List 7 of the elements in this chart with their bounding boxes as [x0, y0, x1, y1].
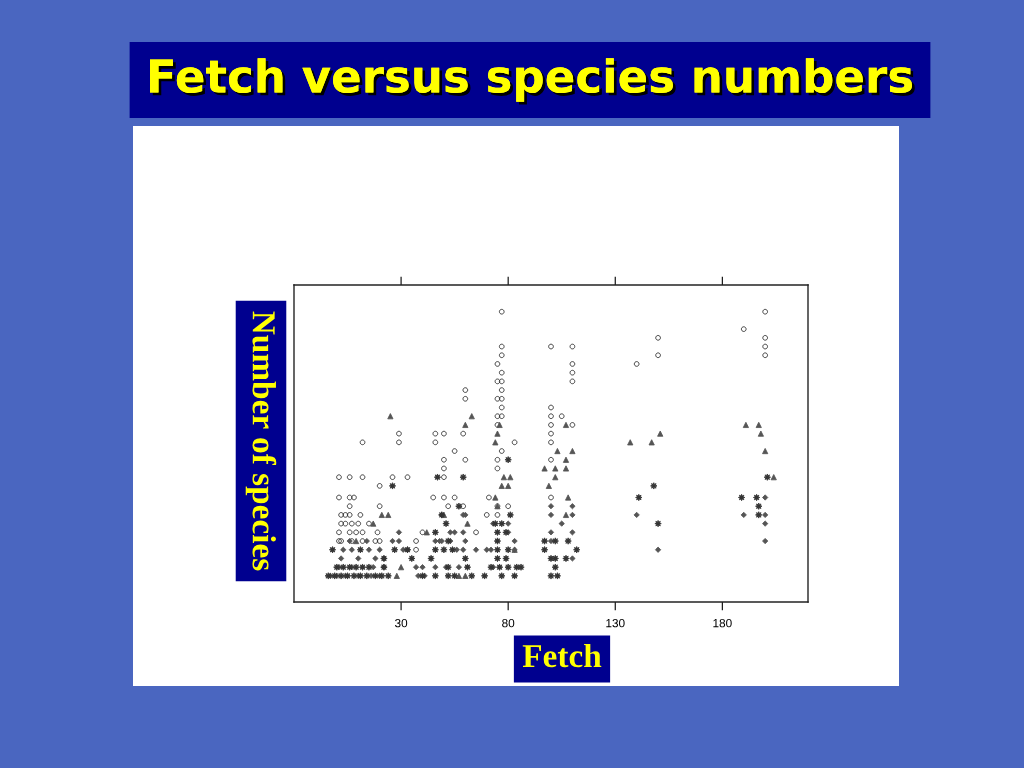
x-tick-label: 30	[394, 618, 408, 628]
x-tick-label: 130	[606, 618, 625, 628]
chart-title: Fetch versus species numbers	[150, 58, 915, 105]
x-axis-title: Fetch	[522, 643, 602, 668]
y-axis-title: Number of species	[245, 311, 277, 571]
x-tick-label: 80	[502, 618, 515, 628]
x-tick-label: 180	[713, 618, 732, 628]
